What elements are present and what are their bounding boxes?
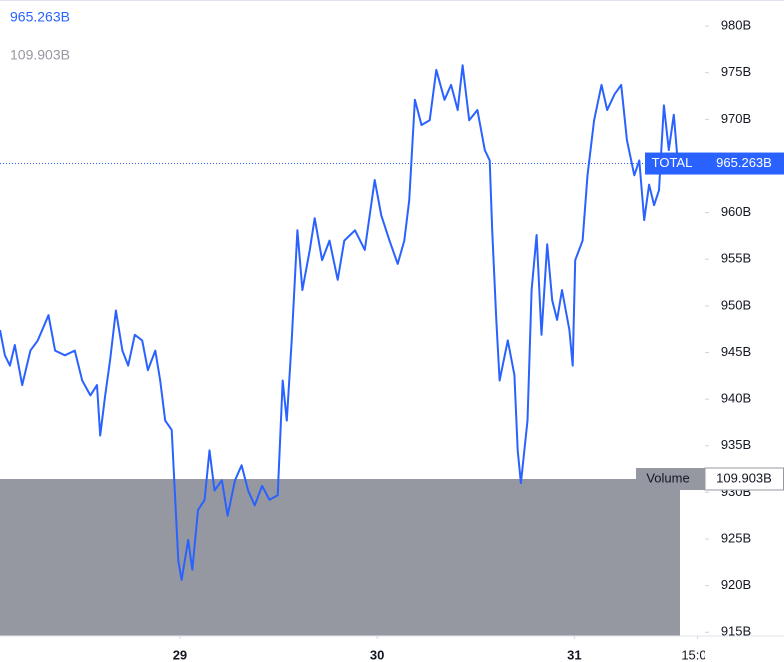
x-tick-label: 31 (567, 647, 581, 662)
volume-tag (636, 468, 705, 490)
volume-tag-text: Volume (646, 470, 689, 485)
plot-area (0, 64, 705, 636)
y-tick-label: 915B (721, 624, 751, 639)
y-tick-label: 980B (721, 18, 751, 33)
x-tick-label: 29 (173, 647, 187, 662)
y-tick-label: 935B (721, 437, 751, 452)
x-tick-label: 30 (370, 647, 384, 662)
y-tick-label: 960B (721, 204, 751, 219)
last-value-tag-text: 965.263B (716, 155, 772, 170)
last-value-header: 965.263B (10, 9, 70, 25)
y-tick-label: 945B (721, 344, 751, 359)
last-value-tag (705, 152, 784, 175)
y-tick-label: 920B (721, 577, 751, 592)
y-tick-label: 955B (721, 251, 751, 266)
price-line (0, 64, 679, 581)
y-tick-label: 970B (721, 111, 751, 126)
y-tick-label: 940B (721, 391, 751, 406)
y-tick-label: 950B (721, 297, 751, 312)
y-tick-label: 925B (721, 530, 751, 545)
y-axis-background (705, 0, 784, 662)
y-tick-label: 975B (721, 64, 751, 79)
symbol-tag-text: TOTAL (652, 155, 693, 170)
volume-header: 109.903B (10, 47, 70, 63)
volume-area (0, 479, 680, 636)
symbol-tag (645, 152, 705, 175)
volume-value-tag-text: 109.903B (716, 470, 772, 485)
